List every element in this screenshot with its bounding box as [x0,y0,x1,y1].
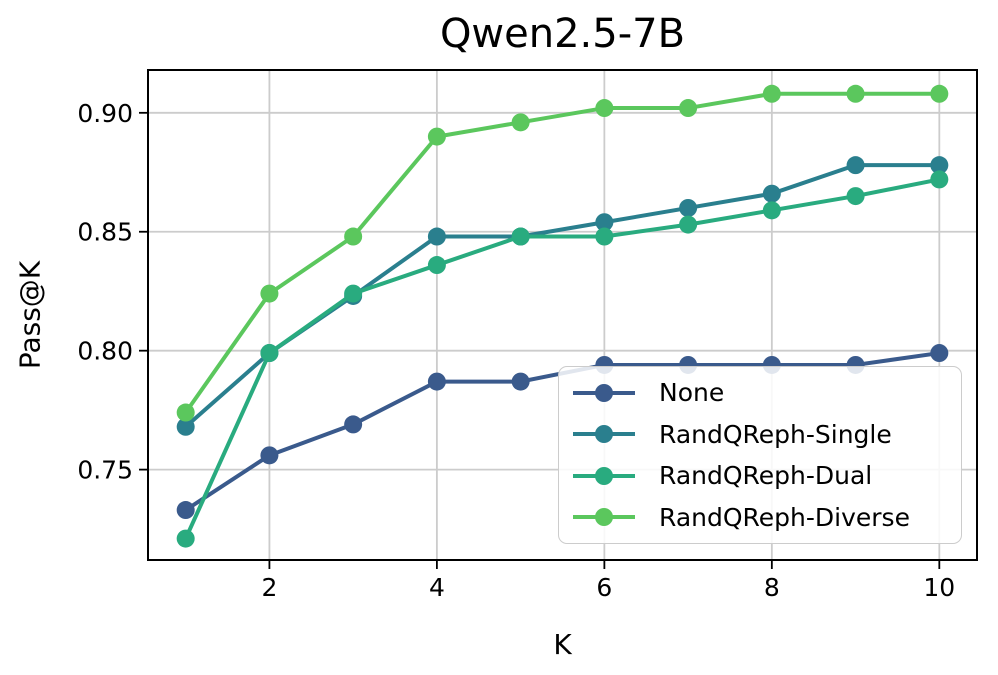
y-tick-label: 0.75 [77,456,133,485]
data-point-randqreph-single [176,417,195,436]
data-point-randqreph-dual [344,284,363,303]
series-line-randqreph-dual [183,177,942,541]
y-tick-label: 0.90 [77,99,133,128]
data-point-randqreph-dual [762,201,781,220]
x-axis-label: K [553,628,572,661]
legend-marker-icon [573,383,635,402]
data-point-none [344,415,363,434]
data-point-randqreph-dual [511,227,530,246]
data-point-randqreph-dual [930,170,949,189]
data-point-randqreph-diverse [846,84,865,103]
legend-marker-icon [573,425,635,444]
legend-label: RandQReph-Diverse [659,502,910,532]
y-tick-label: 0.85 [77,218,133,247]
data-point-randqreph-single [679,198,698,217]
data-point-randqreph-diverse [679,99,698,118]
data-point-randqreph-diverse [260,284,279,303]
legend-label: RandQReph-Single [659,419,892,449]
data-point-randqreph-single [762,184,781,203]
data-point-randqreph-dual [427,256,446,275]
axes-frame [147,69,978,561]
data-point-randqreph-diverse [511,113,530,132]
x-tick-label: 6 [596,573,612,602]
legend-label: None [659,378,725,408]
data-point-randqreph-single [595,213,614,232]
x-tick-label: 4 [429,573,445,602]
data-point-none [930,344,949,363]
chart-title: Qwen2.5-7B [439,11,686,57]
x-tick-label: 2 [261,573,277,602]
data-point-randqreph-diverse [427,127,446,146]
data-point-randqreph-single [846,156,865,175]
legend-label: RandQReph-Dual [659,461,873,491]
data-point-randqreph-dual [846,187,865,206]
y-tick-label: 0.80 [77,337,133,366]
legend-item: RandQReph-Single [571,414,949,454]
data-point-none [511,372,530,391]
series-line-randqreph-diverse [183,91,942,415]
data-point-randqreph-single [930,156,949,175]
legend-item: None [571,373,949,413]
data-point-randqreph-diverse [595,99,614,118]
data-point-none [176,501,195,520]
data-point-randqreph-dual [595,227,614,246]
data-point-randqreph-diverse [176,403,195,422]
legend-marker-icon [573,466,635,485]
data-point-randqreph-single [427,227,446,246]
data-point-randqreph-dual [260,344,279,363]
data-point-randqreph-diverse [344,227,363,246]
legend-marker-icon [573,508,635,527]
x-tick-label: 10 [923,573,955,602]
data-point-none [260,446,279,465]
data-point-randqreph-diverse [762,84,781,103]
data-point-randqreph-dual [679,215,698,234]
data-point-randqreph-diverse [930,84,949,103]
x-tick-label: 8 [764,573,780,602]
data-point-randqreph-dual [176,529,195,548]
y-axis-label: Pass@K [13,260,47,370]
legend-item: RandQReph-Diverse [571,497,949,537]
legend: None RandQReph-Single RandQReph-Dual RandQR… [558,366,962,544]
data-point-none [427,372,446,391]
legend-item: RandQReph-Dual [571,456,949,496]
